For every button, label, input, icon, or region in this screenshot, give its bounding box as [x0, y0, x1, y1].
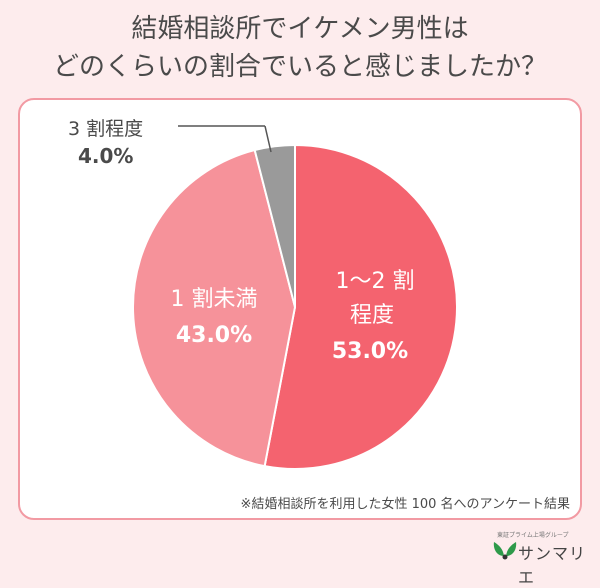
slice-value-3: 4.0% — [78, 144, 133, 168]
slice-value-2: 43.0% — [176, 323, 252, 348]
logo-subtitle: 東証プライム上場グループ — [497, 532, 569, 539]
pie-chart: 3 割程度 4.0% 1〜2 割 程度 53.0% 1 割未満 43.0% — [68, 118, 458, 470]
chart-title: 結婚相談所でイケメン男性は どのくらいの割合でいると感じましたか？ — [0, 10, 600, 86]
title-line-1: 結婚相談所でイケメン男性は — [131, 14, 469, 44]
title-line-2: どのくらいの割合でいると感じましたか？ — [52, 52, 547, 82]
survey-note: ※結婚相談所を利用した女性 100 名へのアンケート結果 — [240, 497, 570, 512]
pie-slice-1 — [263, 143, 458, 470]
leader-line — [264, 125, 272, 153]
logo-leaf-icon — [493, 542, 517, 560]
slice-label-1b: 程度 — [350, 303, 394, 328]
slice-label-3: 3 割程度 — [68, 118, 143, 140]
slice-label-2: 1 割未満 — [171, 287, 258, 312]
logo-name: サンマリエ — [518, 544, 587, 587]
slice-value-1: 53.0% — [332, 339, 408, 364]
slice-label-1a: 1〜2 割 — [336, 269, 415, 294]
pie-slice-2 — [132, 148, 297, 468]
pie-slice-3 — [253, 143, 296, 308]
